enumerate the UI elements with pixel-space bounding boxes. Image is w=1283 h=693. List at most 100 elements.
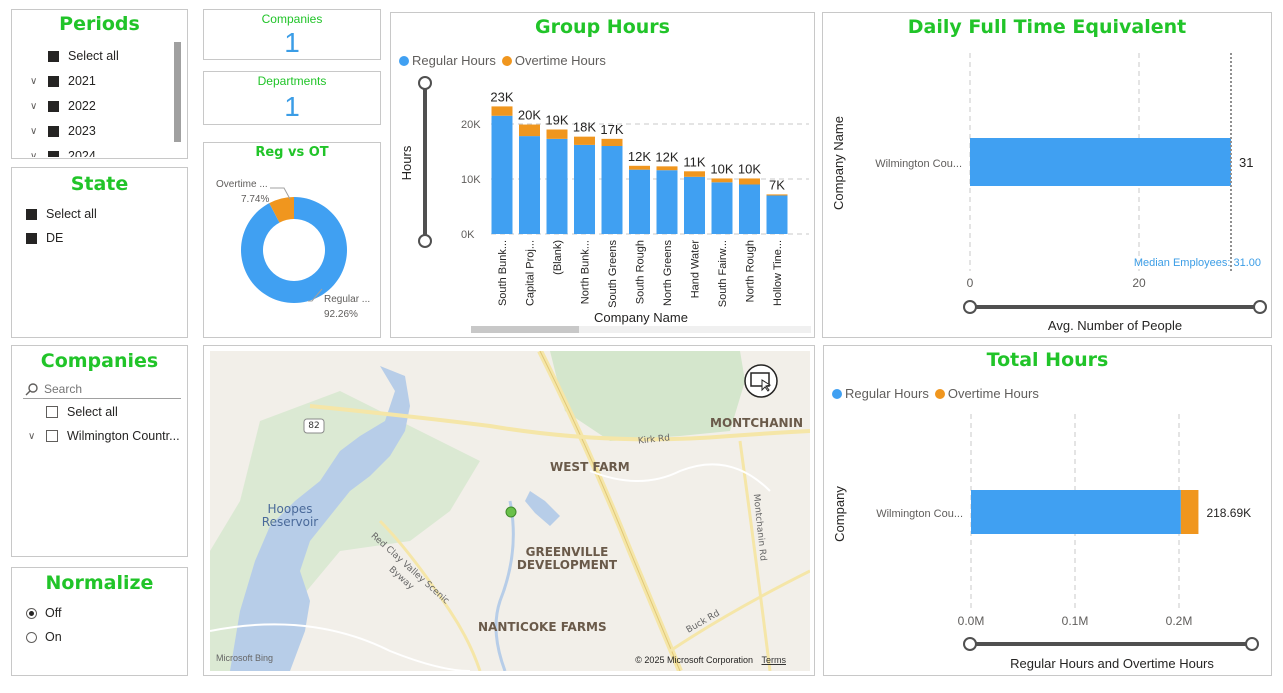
legend-regular: Regular Hours xyxy=(845,386,929,401)
x-range-slider-handle-left[interactable] xyxy=(963,300,977,314)
bar-overtime[interactable] xyxy=(656,166,678,171)
regular-leader-line xyxy=(308,288,323,302)
companies-item-select-all[interactable]: Select all xyxy=(28,405,118,419)
map-focus-mode-icon[interactable] xyxy=(744,364,778,398)
bar-regular[interactable] xyxy=(629,169,650,234)
x-tick: 20 xyxy=(1132,276,1146,290)
bar-overtime[interactable] xyxy=(546,129,568,139)
y-range-slider-handle-top[interactable] xyxy=(418,76,432,90)
route-shield xyxy=(303,418,325,434)
chevron-down-icon[interactable]: ∨ xyxy=(30,125,38,137)
state-item-de[interactable]: DE xyxy=(26,231,63,245)
road xyxy=(309,404,810,442)
y-range-slider-handle-bottom[interactable] xyxy=(418,234,432,248)
donut-slice-overtime[interactable] xyxy=(269,197,294,223)
bar-overtime[interactable] xyxy=(629,165,650,170)
bar-regular[interactable] xyxy=(491,115,513,234)
checkbox-checked[interactable] xyxy=(26,208,37,220)
location-marker[interactable] xyxy=(505,506,517,518)
normalize-option-off[interactable]: Off xyxy=(26,606,61,620)
bar-regular[interactable] xyxy=(601,146,623,234)
bar-overtime[interactable] xyxy=(711,178,733,183)
bar-regular[interactable] xyxy=(971,490,1181,534)
map-label-route: 82 xyxy=(308,421,320,431)
x-scrollbar-track[interactable] xyxy=(471,326,811,333)
x-range-slider-handle-right[interactable] xyxy=(1245,637,1259,651)
legend-dot-regular xyxy=(832,388,842,399)
item-label: Select all xyxy=(46,207,97,221)
periods-item-2023[interactable]: ∨ 2023 xyxy=(30,124,96,138)
data-label: 20K xyxy=(518,108,541,123)
chevron-down-icon[interactable]: ∨ xyxy=(30,75,38,87)
normalize-slicer: Normalize Off On xyxy=(11,567,188,676)
legend-regular: Regular Hours xyxy=(412,53,496,68)
bar-overtime[interactable] xyxy=(574,136,595,145)
legend-dot-overtime xyxy=(934,388,945,399)
terms-link[interactable]: Terms xyxy=(761,655,787,665)
map-label-montchanin: MONTCHANIN xyxy=(710,416,804,430)
x-range-slider-handle-right[interactable] xyxy=(1253,300,1267,314)
bar-overtime[interactable] xyxy=(519,124,540,137)
checkbox-unchecked[interactable] xyxy=(46,430,58,442)
checkbox-unchecked[interactable] xyxy=(46,406,58,418)
y-axis-title: Company Name xyxy=(831,116,846,210)
bar-regular[interactable] xyxy=(656,170,678,234)
state-item-select-all[interactable]: Select all xyxy=(26,207,97,221)
item-label: Wilmington Countr... xyxy=(67,429,180,443)
daily-fte-chart: Company Name 31 Wilmington Cou... Median … xyxy=(831,53,1267,333)
x-scrollbar-thumb[interactable] xyxy=(471,326,579,333)
checkbox-checked[interactable] xyxy=(48,100,59,112)
bar-regular[interactable] xyxy=(739,184,760,235)
companies-title: Companies xyxy=(40,350,159,372)
companies-slicer: Companies Select all ∨ Wilmington Countr.… xyxy=(11,345,188,557)
bar-overtime[interactable] xyxy=(1180,490,1199,534)
chevron-down-icon[interactable]: ∨ xyxy=(30,150,38,158)
map-attribution: © 2025 Microsoft Corporation Terms xyxy=(635,655,786,665)
x-range-slider-handle-left[interactable] xyxy=(963,637,977,651)
state-slicer: State Select all DE xyxy=(11,167,188,338)
legend-dot-regular xyxy=(399,55,409,66)
periods-title: Periods xyxy=(59,13,140,35)
bar-regular[interactable] xyxy=(711,182,733,234)
periods-item-2024[interactable]: ∨ 2024 xyxy=(30,149,96,157)
periods-scrollbar[interactable] xyxy=(174,42,181,142)
periods-item-2021[interactable]: ∨ 2021 xyxy=(30,74,96,88)
map-canvas[interactable]: 82 MONTCHANIN WEST FARM GREENVILLE DEVEL… xyxy=(210,351,810,671)
periods-item-2022[interactable]: ∨ 2022 xyxy=(30,99,96,113)
donut-slice-regular[interactable] xyxy=(241,197,347,303)
bar-overtime[interactable] xyxy=(491,106,513,116)
companies-item-wilmington[interactable]: ∨ Wilmington Countr... xyxy=(28,429,180,443)
road xyxy=(669,569,810,653)
donut-chart: Overtime ... 7.74% Regular ... 92.26% xyxy=(216,179,370,320)
search-input[interactable] xyxy=(44,382,174,396)
group-hours-legend: Regular Hours Overtime Hours xyxy=(399,53,606,68)
checkbox-checked[interactable] xyxy=(26,232,37,244)
checkbox-checked[interactable] xyxy=(48,125,59,137)
bar-overtime[interactable] xyxy=(766,194,788,196)
map-label-hoopes: Hoopes Reservoir xyxy=(261,502,319,529)
data-label: 12K xyxy=(655,149,678,164)
chevron-down-icon[interactable]: ∨ xyxy=(30,100,38,112)
bar-fte[interactable] xyxy=(970,138,1231,186)
radio-selected[interactable] xyxy=(26,607,37,619)
road xyxy=(539,351,681,671)
item-label: 2021 xyxy=(68,74,96,88)
bar-regular[interactable] xyxy=(519,136,540,234)
bar-regular[interactable] xyxy=(684,176,705,234)
bar-overtime[interactable] xyxy=(739,178,760,185)
checkbox-checked[interactable] xyxy=(48,75,59,87)
bar-overtime[interactable] xyxy=(601,138,623,146)
map-panel: 82 MONTCHANIN WEST FARM GREENVILLE DEVEL… xyxy=(203,345,815,676)
departments-card: Departments 1 xyxy=(203,71,381,125)
search-box[interactable] xyxy=(23,380,181,399)
checkbox-checked[interactable] xyxy=(48,150,59,157)
bar-regular[interactable] xyxy=(546,138,568,234)
checkbox-checked[interactable] xyxy=(48,50,59,62)
bar-overtime[interactable] xyxy=(684,171,705,177)
bar-regular[interactable] xyxy=(574,144,595,234)
bar-regular[interactable] xyxy=(766,195,788,235)
periods-item-select-all[interactable]: Select all xyxy=(30,49,119,63)
normalize-option-on[interactable]: On xyxy=(26,630,62,644)
chevron-down-icon[interactable]: ∨ xyxy=(28,430,36,442)
radio-unselected[interactable] xyxy=(26,631,37,643)
